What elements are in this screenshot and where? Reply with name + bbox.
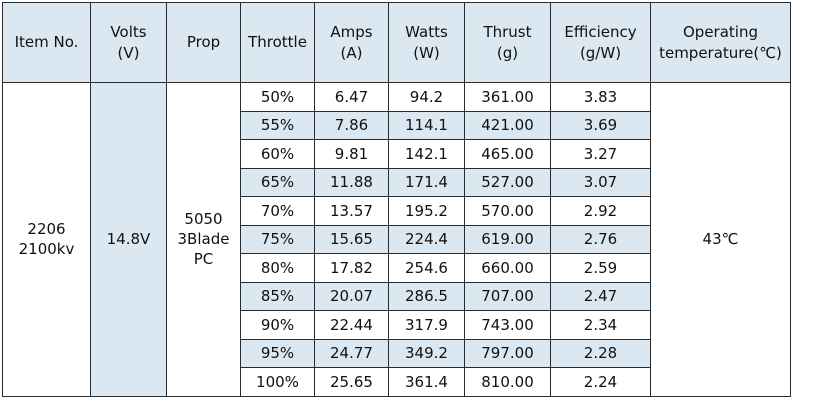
watts-cell: 114.1 [388,110,465,140]
thrust-cell: 743.00 [464,310,551,340]
header-thrust: Thrust (g) [464,2,551,83]
watts-cell: 224.4 [388,224,465,254]
watts-cell: 349.2 [388,338,465,368]
efficiency-cell: 2.47 [550,281,651,311]
thrust-cell: 707.00 [464,281,551,311]
efficiency-cell: 2.34 [550,310,651,340]
amps-cell: 13.57 [314,196,389,226]
efficiency-cell: 3.83 [550,82,651,112]
thrust-cell: 527.00 [464,167,551,197]
header-watts: Watts (W) [388,2,465,83]
prop-cell: 5050 3Blade PC [166,82,241,397]
amps-cell: 9.81 [314,139,389,169]
throttle-cell: 95% [240,338,315,368]
amps-cell: 25.65 [314,367,389,397]
watts-cell: 317.9 [388,310,465,340]
throttle-cell: 80% [240,253,315,283]
thrust-cell: 619.00 [464,224,551,254]
efficiency-cell: 3.07 [550,167,651,197]
volts-cell: 14.8V [90,82,167,397]
amps-cell: 22.44 [314,310,389,340]
header-volts: Volts (V) [90,2,167,83]
throttle-cell: 85% [240,281,315,311]
table-row: 90% 22.44 317.9 743.00 2.34 [2,310,791,340]
header-operating-temperature: Operating temperature(℃) [650,2,791,83]
watts-cell: 286.5 [388,281,465,311]
amps-cell: 20.07 [314,281,389,311]
header-throttle: Throttle [240,2,315,83]
thrust-cell: 421.00 [464,110,551,140]
header-item-no: Item No. [2,2,91,83]
throttle-cell: 60% [240,139,315,169]
thrust-cell: 660.00 [464,253,551,283]
throttle-cell: 50% [240,82,315,112]
throttle-cell: 65% [240,167,315,197]
thrust-cell: 570.00 [464,196,551,226]
watts-cell: 94.2 [388,82,465,112]
watts-cell: 195.2 [388,196,465,226]
motor-test-table: Item No. Volts (V) Prop Throttle Amps (A) … [2,2,791,397]
amps-cell: 15.65 [314,224,389,254]
efficiency-cell: 2.24 [550,367,651,397]
efficiency-cell: 2.28 [550,338,651,368]
item-no-cell: 2206 2100kv [2,82,91,397]
thrust-cell: 465.00 [464,139,551,169]
throttle-cell: 90% [240,310,315,340]
header-amps: Amps (A) [314,2,389,83]
efficiency-cell: 2.59 [550,253,651,283]
watts-cell: 142.1 [388,139,465,169]
efficiency-cell: 3.27 [550,139,651,169]
throttle-cell: 70% [240,196,315,226]
header-efficiency: Efficiency (g/W) [550,2,651,83]
watts-cell: 171.4 [388,167,465,197]
thrust-cell: 810.00 [464,367,551,397]
thrust-cell: 361.00 [464,82,551,112]
header-prop: Prop [166,2,241,83]
amps-cell: 6.47 [314,82,389,112]
watts-cell: 254.6 [388,253,465,283]
header-row: Item No. Volts (V) Prop Throttle Amps (A) … [2,2,791,83]
table-row: 2206 2100kv 14.8V 5050 3Blade PC 50% 6.47 9… [2,82,791,397]
throttle-cell: 55% [240,110,315,140]
amps-cell: 24.77 [314,338,389,368]
thrust-cell: 797.00 [464,338,551,368]
amps-cell: 17.82 [314,253,389,283]
efficiency-cell: 2.92 [550,196,651,226]
amps-cell: 7.86 [314,110,389,140]
operating-temperature-cell: 43℃ [650,82,791,397]
efficiency-cell: 3.69 [550,110,651,140]
throttle-cell: 100% [240,367,315,397]
efficiency-cell: 2.76 [550,224,651,254]
throttle-cell: 75% [240,224,315,254]
amps-cell: 11.88 [314,167,389,197]
watts-cell: 361.4 [388,367,465,397]
